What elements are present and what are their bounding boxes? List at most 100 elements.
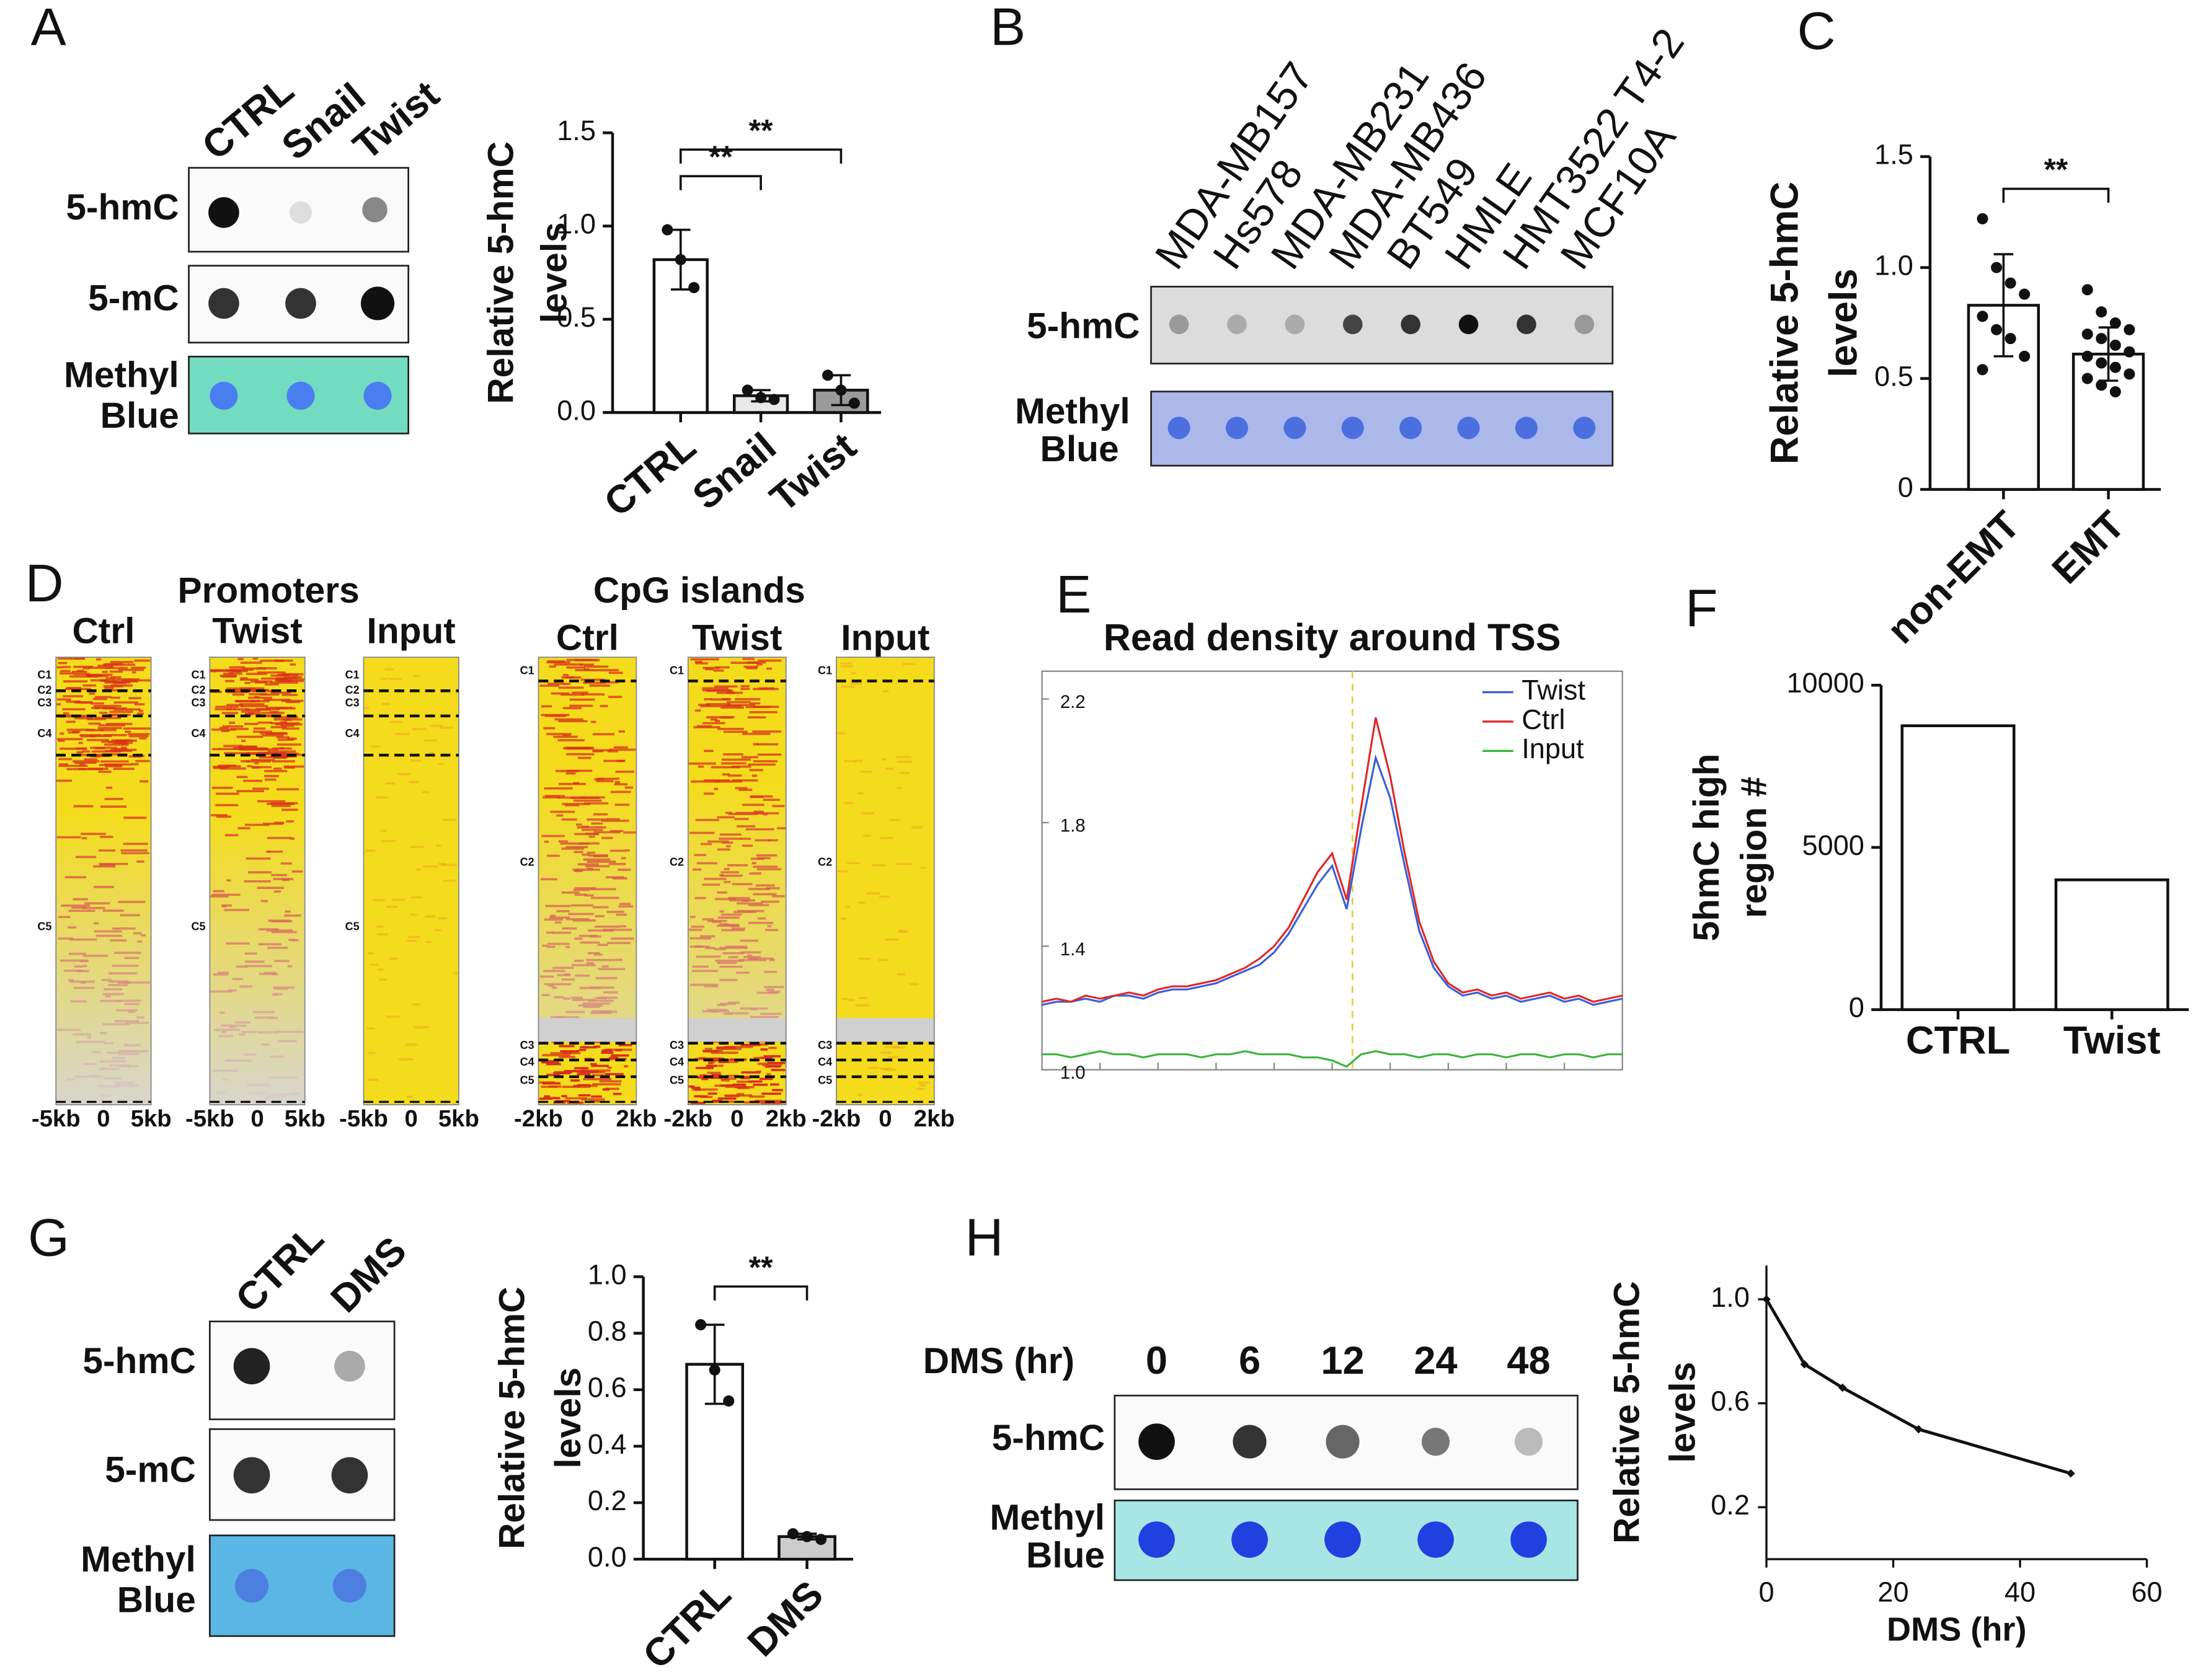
data-point — [2067, 1469, 2075, 1478]
heatmap-streak — [841, 685, 856, 688]
data-point — [1991, 262, 2003, 273]
blot-dot — [233, 1348, 270, 1385]
heatmap-streak — [867, 1066, 879, 1069]
blot-dot — [285, 288, 316, 319]
significance-label: ** — [709, 139, 733, 174]
data-point — [709, 1364, 720, 1376]
heatmap-streak — [725, 1095, 740, 1097]
heatmap-border — [209, 657, 306, 1105]
heatmap-x-label: 0 — [97, 1105, 110, 1132]
panel-letter: E — [1056, 565, 1091, 624]
heatmap-streak — [766, 1072, 771, 1076]
y-tick-label: 0.0 — [588, 1541, 627, 1573]
x-tick-label: CTRL — [635, 1573, 740, 1678]
y-tick-label: 0.4 — [588, 1428, 627, 1460]
column-label: 6 — [1239, 1339, 1260, 1382]
heatmap-border — [836, 657, 935, 1105]
blot-dot — [1231, 1521, 1268, 1558]
heatmap-streak — [552, 1061, 560, 1064]
heatmap-column-label: Input — [841, 618, 929, 658]
heatmap-streak — [740, 1043, 758, 1046]
heatmap-streak — [732, 1083, 747, 1086]
significance-bracket — [2002, 187, 2110, 203]
heatmap-streak — [423, 739, 437, 742]
heatmap-x-label: -5kb — [32, 1105, 81, 1132]
cluster-label: C2 — [192, 684, 206, 696]
heatmap-streak — [735, 1085, 755, 1089]
heatmap-streak — [696, 1067, 714, 1069]
cluster-label: C4 — [520, 1056, 534, 1068]
heatmap-streak — [856, 1004, 869, 1007]
heatmap-streak — [550, 1052, 572, 1054]
significance-bracket — [713, 1285, 809, 1301]
y-tick-label: 1.5 — [557, 115, 596, 146]
line-series — [1042, 754, 1623, 1006]
heatmap-streak — [561, 1095, 567, 1098]
header-label: DMS (hr) — [923, 1341, 1074, 1381]
line-series — [1042, 717, 1623, 1003]
heatmap-streak — [718, 1064, 724, 1068]
row-label: 5-hmC — [992, 1418, 1105, 1458]
y-axis-label: Relative 5-hmC — [1763, 182, 1807, 464]
x-tick-label: DMS — [740, 1573, 832, 1665]
heatmap-streak — [871, 864, 886, 867]
blot-dot — [208, 197, 239, 228]
heatmap-streak — [407, 935, 420, 939]
heatmap-x-label: 2kb — [766, 1105, 807, 1132]
y-axis-label: Relative 5-hmC — [1606, 1281, 1647, 1544]
row-label: Blue — [1026, 1535, 1105, 1575]
heatmap-gap — [836, 1018, 934, 1042]
heatmap-streak — [539, 1097, 552, 1100]
heatmap-streak — [546, 1073, 560, 1076]
heatmap-streak — [368, 1051, 376, 1054]
heatmap-streak — [563, 1051, 581, 1054]
data-point — [662, 224, 673, 236]
heatmap-streak — [879, 1067, 892, 1070]
heatmap-streak — [409, 780, 419, 784]
heatmap-streak — [581, 1098, 605, 1101]
heatmap-streak — [866, 892, 880, 895]
heatmap-streak — [394, 733, 410, 735]
blot-dot — [289, 201, 312, 224]
heatmap-streak — [688, 1085, 695, 1088]
blot-dot — [1167, 417, 1190, 440]
cluster-label: C3 — [192, 696, 206, 709]
heatmap-streak — [892, 1046, 906, 1049]
data-point — [1977, 364, 1988, 376]
heatmap-streak — [379, 829, 387, 832]
blot-dot — [1138, 1423, 1175, 1460]
heatmap-streak — [379, 678, 388, 680]
heatmap-streak — [605, 1087, 619, 1090]
heatmap-streak — [439, 726, 453, 729]
cluster-label: C1 — [818, 665, 832, 677]
heatmap-streak — [559, 1045, 575, 1048]
data-point — [2096, 379, 2107, 391]
heatmap-streak — [422, 791, 430, 794]
data-point — [2081, 284, 2093, 296]
heatmap-streak — [588, 1084, 598, 1087]
column-label: CTRL — [228, 1216, 332, 1321]
heatmap-streak — [916, 1087, 924, 1090]
cluster-label: C2 — [37, 684, 51, 696]
blot-membrane — [1150, 286, 1614, 365]
heatmap-streak — [577, 1072, 591, 1076]
heatmap-streak — [580, 1069, 586, 1072]
cluster-label: C5 — [670, 1074, 684, 1086]
heatmap-streak — [391, 898, 405, 901]
legend-label: Ctrl — [1522, 704, 1565, 735]
cluster-label: C1 — [192, 668, 206, 681]
heatmap-streak — [544, 1095, 551, 1098]
cluster-label: C2 — [520, 856, 534, 869]
heatmap-streak — [885, 767, 894, 770]
heatmap-streak — [726, 1074, 739, 1077]
cluster-label: C4 — [818, 1056, 832, 1068]
heatmap-streak — [762, 1064, 782, 1066]
y-tick-label: 0.2 — [588, 1485, 627, 1516]
heatmap-streak — [590, 1100, 601, 1103]
significance-label: ** — [749, 113, 773, 148]
blot-dot — [1169, 314, 1189, 335]
blot-dot — [1283, 417, 1306, 440]
heatmap-streak — [369, 963, 379, 966]
heatmap-streak — [441, 864, 457, 866]
